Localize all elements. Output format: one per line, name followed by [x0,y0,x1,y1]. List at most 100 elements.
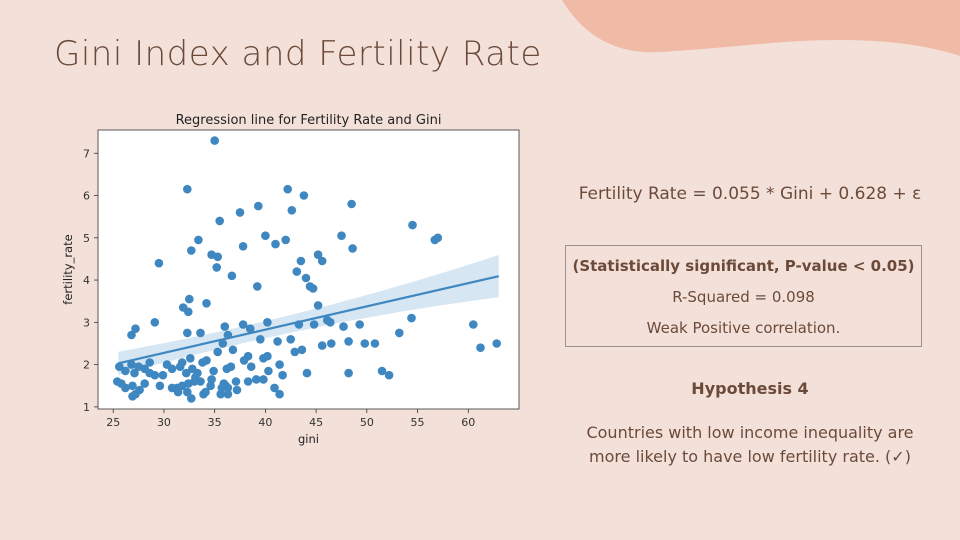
data-point [492,339,502,348]
data-point [259,375,268,384]
y-tick-label: 5 [83,232,90,245]
r-squared-text: R-Squared = 0.098 [672,288,815,306]
data-point [223,389,233,399]
x-axis-label: gini [298,432,319,446]
data-point [275,389,284,399]
data-point [261,231,270,240]
hypothesis-line-1: Countries with low income inequality are [586,423,914,442]
data-point [292,267,302,276]
data-point [290,347,300,357]
data-point [296,256,306,266]
data-point [301,273,311,283]
data-point [201,387,210,397]
data-point [202,299,211,308]
data-point [219,379,229,388]
data-point [220,322,230,331]
y-axis-label: fertility_rate [61,234,75,304]
data-point [186,354,195,363]
data-point [327,339,336,348]
x-tick-label: 50 [360,416,374,429]
data-point [127,360,136,369]
data-point [128,381,137,391]
data-point [155,381,165,391]
data-point [271,239,280,249]
data-point [226,362,236,371]
data-point [305,282,315,291]
data-point [246,362,256,371]
data-point [253,282,262,291]
data-point [131,324,140,333]
data-point [213,347,222,357]
x-tick-label: 35 [208,416,222,429]
x-tick-label: 55 [411,416,425,429]
data-point [209,366,218,376]
y-tick-label: 1 [83,401,90,414]
data-point [259,354,268,363]
data-point [299,191,309,200]
data-point [275,360,284,369]
data-point [210,136,219,145]
data-point [145,368,154,378]
plot-frame [97,129,520,410]
y-tick-label: 6 [83,190,90,203]
regression-line [118,275,499,365]
data-point [297,345,307,355]
data-point [215,216,224,226]
hypothesis-line-2: more likely to have low fertility rate. … [589,447,911,466]
x-tick-label: 25 [106,416,120,429]
data-point [185,294,194,304]
data-point [238,242,248,251]
slide-title: Gini Index and Fertility Rate [54,34,542,74]
data-point [115,362,124,371]
data-point [183,184,192,194]
data-point [191,373,200,382]
data-point [476,343,485,352]
data-point [278,370,287,380]
data-point [252,375,261,384]
data-point [194,235,203,245]
stats-box: (Statistically significant, P-value < 0.… [565,245,922,347]
data-point [313,301,323,310]
data-point [128,392,137,401]
data-point [130,368,139,378]
y-tick-label: 4 [83,274,90,287]
data-point [469,320,478,329]
data-point [360,339,370,348]
data-point [206,381,215,391]
data-point [377,366,387,376]
data-point [384,370,394,380]
data-point [196,328,205,338]
data-point [281,235,290,245]
x-tick-label: 60 [461,416,475,429]
data-point [182,368,191,378]
data-point [286,335,295,344]
data-point [154,258,164,268]
data-point [313,250,323,259]
hypothesis-text: Countries with low income inequality are… [560,421,940,469]
data-point [395,328,404,338]
data-point [407,313,416,323]
data-point [207,375,216,384]
confidence-band [118,255,499,375]
data-point [184,307,193,317]
data-point [183,328,192,338]
data-point [355,320,365,329]
data-point [202,356,211,365]
data-point [348,244,357,253]
data-point [337,231,346,240]
data-point [287,206,297,215]
data-point [183,387,192,397]
x-tick-label: 40 [258,416,272,429]
data-point [264,366,273,376]
y-tick-label: 3 [83,316,90,329]
data-point [254,201,263,211]
data-point [140,379,149,388]
data-point [187,246,196,255]
data-point [231,377,241,386]
data-point [370,339,380,348]
data-point [243,377,253,386]
data-point [408,220,417,230]
data-point [273,337,282,346]
data-point [245,324,255,333]
